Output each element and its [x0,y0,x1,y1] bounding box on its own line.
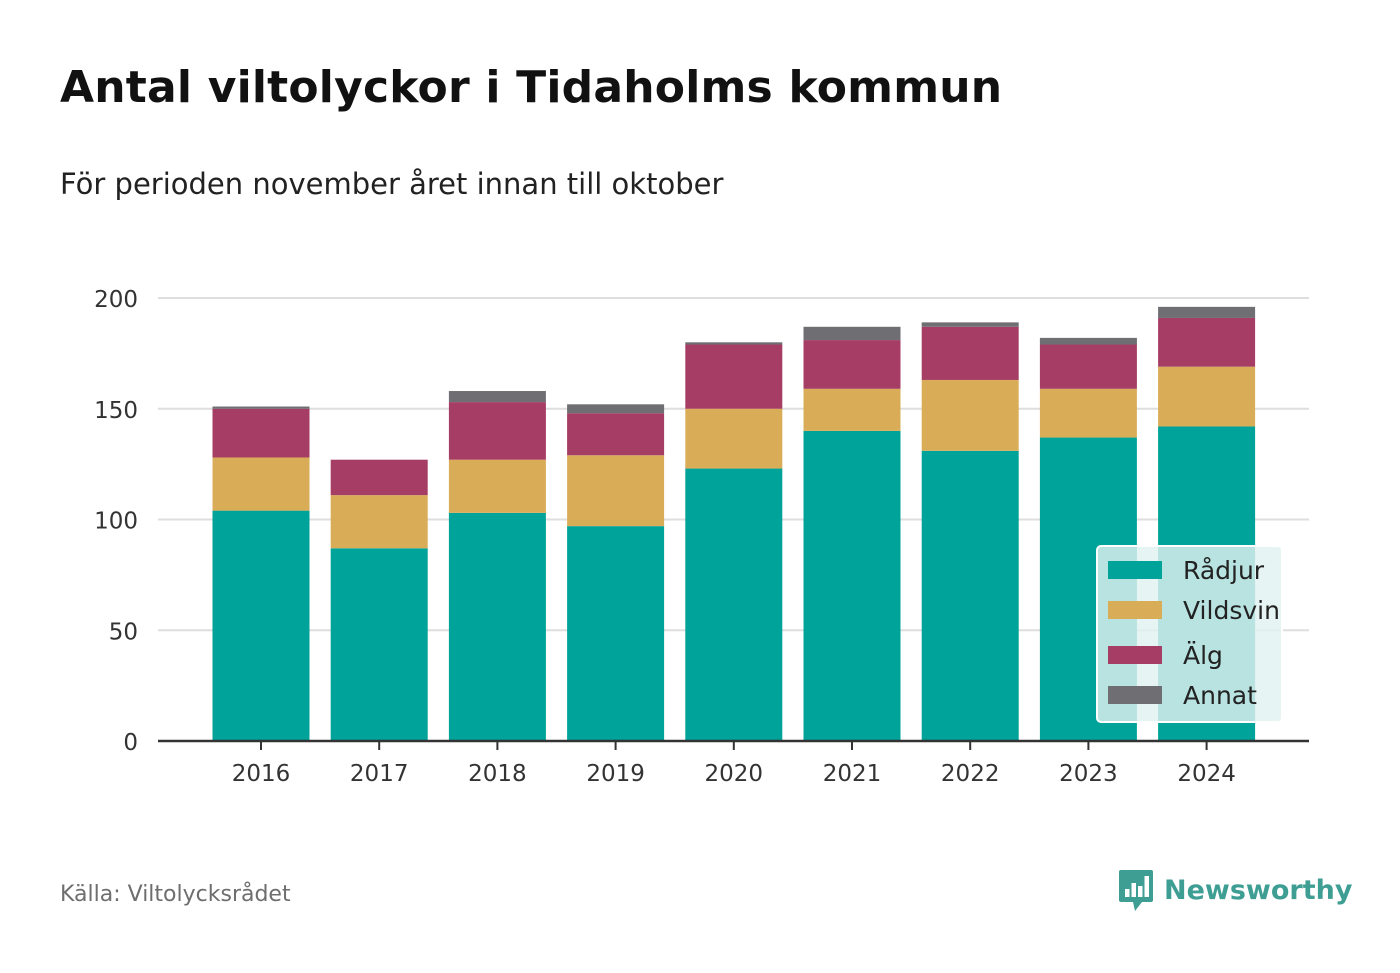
brand-name: Newsworthy [1164,874,1353,906]
bar-segment-rådjur-2021 [803,430,901,741]
newsworthy-logo-icon [1119,870,1153,911]
y-tick-label: 0 [123,730,138,756]
x-tick-label: 2019 [586,761,645,787]
legend-swatch-rådjur [1108,561,1162,579]
x-tick-label: 2016 [232,761,291,787]
chart-title: Antal viltolyckor i Tidaholms kommun [60,62,1003,113]
source-note: Källa: Viltolycksrådet [60,882,291,907]
bar-segment-vildsvin-2024 [1158,366,1256,427]
x-tick-label: 2020 [705,761,764,787]
bar-segment-vildsvin-2018 [448,459,546,513]
bar-segment-annat-2024 [1158,306,1256,318]
bar-segment-älg-2023 [1039,344,1137,389]
bar-segment-rådjur-2016 [212,510,310,741]
legend-label: Annat [1183,681,1257,710]
legend-swatch-vildsvin [1108,601,1162,619]
bar-segment-älg-2022 [921,326,1019,380]
bar-segment-rådjur-2018 [448,512,546,741]
bar-segment-annat-2019 [567,404,665,414]
bar-segment-älg-2016 [212,408,310,458]
x-tick-label: 2018 [468,761,527,787]
y-tick-label: 200 [94,287,138,313]
bar-segment-älg-2020 [685,344,783,409]
bar-segment-annat-2022 [921,322,1019,327]
legend-box [1096,545,1283,723]
legend-swatch-annat [1108,686,1162,704]
bar-segment-vildsvin-2022 [921,379,1019,451]
x-axis-ticks: 2016 2017 2018 2019 2020 2021 2022 2023 2024 [232,741,1236,787]
bar-segment-älg-2019 [567,413,665,456]
bar-segment-annat-2023 [1039,337,1137,345]
x-tick-label: 2017 [350,761,409,787]
bar-segment-älg-2018 [448,402,546,460]
chart-subtitle: För perioden november året innan till ok… [60,167,724,201]
y-tick-label: 50 [109,619,138,645]
bar-segment-annat-2021 [803,326,901,341]
y-tick-label: 150 [94,398,138,424]
legend: Rådjur Vildsvin Älg Annat [1096,545,1283,723]
bar-segment-annat-2018 [448,391,546,403]
y-tick-label: 100 [94,509,138,535]
legend-label: Vildsvin [1183,596,1280,625]
bar-segment-vildsvin-2019 [567,455,665,527]
legend-swatch-älg [1108,646,1162,664]
brand-logo: Newsworthy [1118,868,1352,912]
bar-segment-rådjur-2020 [685,468,783,741]
x-tick-label: 2023 [1059,761,1118,787]
bar-segment-annat-2016 [212,406,310,409]
bar-segment-vildsvin-2021 [803,388,901,431]
bar-segment-älg-2021 [803,340,901,389]
x-tick-label: 2022 [941,761,1000,787]
bar-segment-vildsvin-2017 [330,495,428,549]
x-tick-label: 2021 [823,761,882,787]
bar-segment-annat-2020 [685,342,783,345]
bar-segment-vildsvin-2016 [212,457,310,511]
bar-segment-älg-2024 [1158,317,1256,367]
bar-segment-älg-2017 [330,459,428,496]
bar-segment-vildsvin-2020 [685,408,783,469]
legend-label: Älg [1183,641,1223,670]
bar-segment-rådjur-2017 [330,548,428,741]
bar-segment-vildsvin-2023 [1039,388,1137,438]
y-axis-ticks: 0 50 100 150 200 [94,287,138,756]
x-tick-label: 2024 [1177,761,1236,787]
legend-label: Rådjur [1183,556,1265,585]
bar-segment-rådjur-2022 [921,450,1019,741]
bar-segment-rådjur-2019 [567,526,665,741]
